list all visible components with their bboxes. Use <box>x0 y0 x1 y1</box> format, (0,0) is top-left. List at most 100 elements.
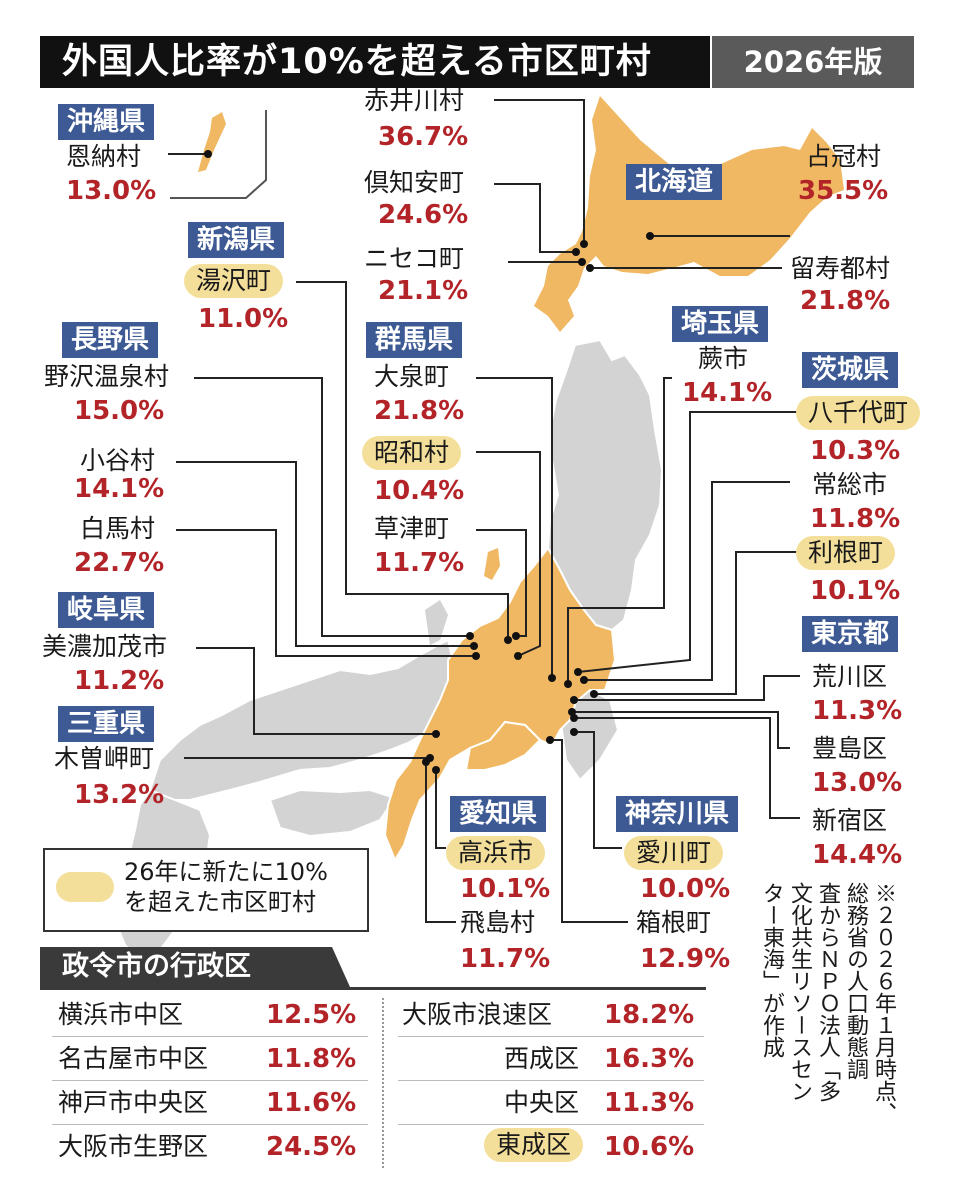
ward-name: 名古屋市中区 <box>58 1044 209 1073</box>
legend-line-1: 26年に新たに10% <box>124 858 328 886</box>
dot-minokamo <box>432 730 440 738</box>
muni-arakawa-pct: 11.3% <box>812 696 903 726</box>
dot-joso <box>580 676 588 684</box>
leader-kusatsu <box>476 529 527 637</box>
muni-yachiyo-name: 八千代町 <box>796 396 921 430</box>
muni-oizumi-name: 大泉町 <box>374 362 450 391</box>
muni-shimukappu-pct: 35.5% <box>798 176 889 206</box>
leader-hakone <box>550 739 628 923</box>
title-bar <box>40 36 710 88</box>
ward-row-rule <box>52 1080 368 1081</box>
muni-otari-pct: 14.1% <box>74 474 165 504</box>
dot-otari <box>470 642 478 650</box>
ward-name: 大阪市浪速区 <box>402 1000 553 1029</box>
leader-takahama <box>435 770 446 849</box>
leader-tone <box>594 551 800 695</box>
ward-pct: 10.6% <box>604 1132 695 1162</box>
legend-swatch-new <box>56 872 114 902</box>
legend-line-2: を超えた市区町村 <box>124 888 316 916</box>
muni-aikawa-pct: 10.0% <box>640 874 731 904</box>
dot-shimukappu <box>646 232 654 240</box>
leader-showa <box>476 451 541 657</box>
muni-shimukappu-name: 占冠村 <box>806 142 882 171</box>
ward-row-rule <box>52 1036 368 1037</box>
dot-warabi <box>564 680 572 688</box>
muni-minokamo-name: 美濃加茂市 <box>42 632 168 661</box>
muni-kusatsu-pct: 11.7% <box>374 548 465 578</box>
muni-hakuba-pct: 22.7% <box>74 548 165 578</box>
okinawa-inset-frame <box>170 110 267 199</box>
muni-tobishima-pct: 11.7% <box>460 944 551 974</box>
ward-pct: 11.6% <box>266 1088 357 1118</box>
leader-yachiyo <box>577 411 800 673</box>
map-title: 外国人比率が10%を超える市区町村 <box>62 42 652 82</box>
muni-kisosaki-name: 木曽岬町 <box>54 744 155 773</box>
leader-joso <box>584 481 790 681</box>
wards-column-divider <box>382 998 384 1168</box>
dot-oizumi <box>548 674 556 682</box>
edition-label: 2026年版 <box>743 45 883 79</box>
leader-arakawa <box>574 675 800 701</box>
muni-akaigawa-pct: 36.7% <box>378 122 469 152</box>
dot-niseko <box>578 258 586 266</box>
leader-hakuba <box>176 529 476 657</box>
muni-yuzawa-pct: 11.0% <box>198 304 289 334</box>
muni-kusatsu-name: 草津町 <box>374 514 450 543</box>
ward-pct: 11.3% <box>604 1088 695 1118</box>
ward-pct: 24.5% <box>266 1132 357 1162</box>
dot-onna <box>204 150 212 158</box>
shikoku-shape <box>268 788 397 838</box>
dot-nozawa <box>466 632 474 640</box>
muni-shinjuku-name: 新宿区 <box>812 806 888 835</box>
leader-yuzawa <box>296 281 509 640</box>
muni-minokamo-pct: 11.2% <box>74 666 165 696</box>
leader-lines <box>168 99 800 923</box>
edition-box <box>712 36 914 88</box>
pref-saitama: 埼玉県 <box>672 306 769 342</box>
pref-okinawa: 沖縄県 <box>58 104 155 140</box>
pref-mie: 三重県 <box>58 706 155 742</box>
ward-row-rule <box>398 1080 704 1081</box>
muni-takahama-pct: 10.1% <box>460 874 551 904</box>
muni-hakone-pct: 12.9% <box>640 944 731 974</box>
ward-pct: 18.2% <box>604 1000 695 1030</box>
muni-tobishima-name: 飛島村 <box>460 908 536 937</box>
muni-kisosaki-pct: 13.2% <box>74 780 165 810</box>
pref-ibaraki: 茨城県 <box>802 352 899 388</box>
leader-otari <box>176 461 474 647</box>
muni-yachiyo-pct: 10.3% <box>810 436 901 466</box>
ward-row-rule <box>52 1124 368 1125</box>
ward-name: 大阪市生野区 <box>58 1132 209 1161</box>
dot-takahama <box>432 766 440 774</box>
ward-name-highlighted: 東成区 <box>484 1128 584 1162</box>
pref-nagano: 長野県 <box>62 322 159 358</box>
ward-name: 横浜市中区 <box>58 1000 184 1029</box>
wards-header-rule <box>40 987 706 990</box>
wards-title: 政令市の行政区 <box>62 951 251 982</box>
muni-rusutsu-pct: 21.8% <box>800 286 891 316</box>
pref-niigata: 新潟県 <box>188 222 285 258</box>
muni-onna-name: 恩納村 <box>66 142 142 171</box>
source-note: ※２０２６年１月時点、 総務省の人口動態調 査からＮＰＯ法人「多 文化共生リソー… <box>759 882 896 1124</box>
muni-showa-pct: 10.4% <box>374 476 465 506</box>
muni-akaigawa-name: 赤井川村 <box>364 86 465 115</box>
central-japan-shape <box>383 546 617 863</box>
pref-tokyo: 東京都 <box>802 616 899 652</box>
hokkaido-shape <box>534 96 844 332</box>
muni-kutchan-pct: 24.6% <box>378 200 469 230</box>
muni-warabi-name: 蕨市 <box>698 344 749 373</box>
dot-hakuba <box>472 652 480 660</box>
dot-arakawa <box>570 696 578 704</box>
muni-shinjuku-pct: 14.4% <box>812 840 903 870</box>
dot-yuzawa <box>504 636 512 644</box>
muni-niseko-pct: 21.1% <box>378 276 469 306</box>
aichi-shape <box>464 720 542 771</box>
muni-showa-name: 昭和村 <box>362 436 462 470</box>
ward-name: 西成区 <box>504 1044 580 1073</box>
muni-oizumi-pct: 21.8% <box>374 396 465 426</box>
muni-nozawa-pct: 15.0% <box>74 396 165 426</box>
pref-hokkaido: 北海道 <box>626 164 723 200</box>
dot-kutchan <box>572 248 580 256</box>
muni-toshima-pct: 13.0% <box>812 768 903 798</box>
